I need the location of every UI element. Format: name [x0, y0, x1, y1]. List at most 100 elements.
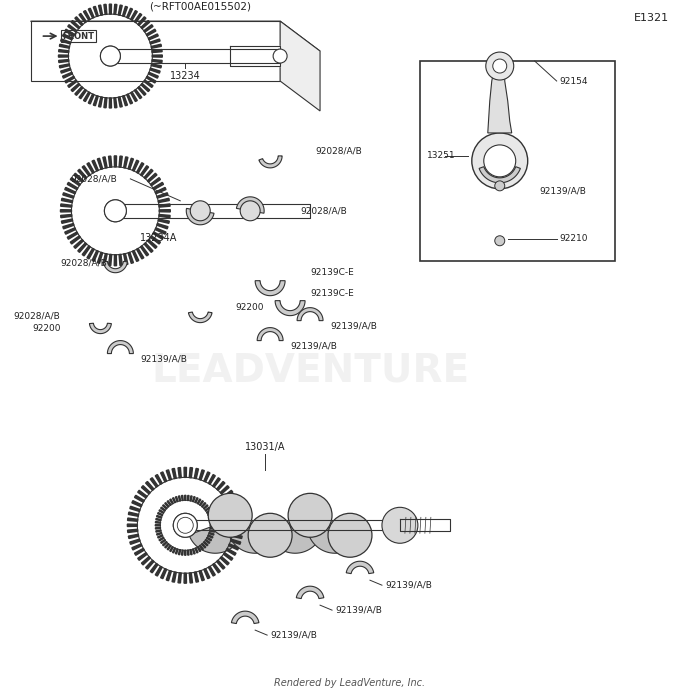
Polygon shape [188, 550, 189, 555]
Polygon shape [144, 169, 153, 178]
Polygon shape [230, 506, 241, 512]
Text: LEADVENTURE: LEADVENTURE [151, 351, 469, 389]
Polygon shape [199, 570, 204, 581]
Polygon shape [150, 236, 160, 244]
Polygon shape [160, 568, 167, 579]
Text: 92200: 92200 [32, 324, 60, 333]
Polygon shape [158, 219, 169, 223]
Circle shape [495, 236, 505, 246]
Polygon shape [205, 540, 210, 543]
Polygon shape [144, 25, 153, 32]
Polygon shape [136, 248, 144, 259]
Polygon shape [230, 46, 280, 66]
Polygon shape [153, 232, 164, 239]
Polygon shape [141, 83, 150, 92]
Text: 13234A: 13234A [140, 233, 178, 243]
Polygon shape [209, 519, 215, 521]
Text: 13031/A: 13031/A [245, 442, 286, 452]
Polygon shape [157, 223, 168, 229]
Polygon shape [185, 550, 186, 555]
Polygon shape [155, 188, 166, 194]
Polygon shape [160, 472, 167, 482]
Polygon shape [132, 160, 139, 171]
Polygon shape [78, 169, 87, 178]
Polygon shape [61, 39, 71, 44]
Polygon shape [71, 83, 80, 92]
Text: 92028/A/B: 92028/A/B [60, 258, 107, 267]
Polygon shape [186, 520, 410, 531]
Polygon shape [202, 543, 206, 548]
Polygon shape [157, 515, 162, 518]
Polygon shape [162, 542, 167, 546]
Polygon shape [210, 522, 215, 523]
Polygon shape [92, 251, 99, 261]
Polygon shape [178, 573, 181, 583]
Polygon shape [104, 261, 127, 273]
Polygon shape [166, 570, 172, 581]
Polygon shape [134, 496, 144, 502]
Polygon shape [233, 524, 243, 526]
Polygon shape [148, 173, 157, 182]
Polygon shape [111, 49, 280, 63]
Text: 92028/A/B: 92028/A/B [300, 206, 346, 216]
Circle shape [382, 508, 418, 543]
Polygon shape [141, 556, 150, 565]
Circle shape [104, 199, 127, 222]
Polygon shape [141, 20, 150, 29]
Polygon shape [109, 98, 111, 108]
Polygon shape [132, 544, 142, 550]
Text: 92028/A/B: 92028/A/B [71, 174, 117, 183]
Text: 13234: 13234 [170, 71, 201, 81]
Polygon shape [103, 157, 107, 168]
Polygon shape [65, 76, 74, 83]
Polygon shape [61, 214, 72, 218]
Polygon shape [148, 239, 157, 248]
Polygon shape [60, 44, 69, 48]
Polygon shape [233, 518, 243, 522]
Polygon shape [90, 323, 111, 334]
Polygon shape [138, 87, 146, 95]
Polygon shape [172, 498, 176, 503]
Polygon shape [153, 183, 164, 190]
Text: 92139/A/B: 92139/A/B [290, 341, 337, 350]
Polygon shape [134, 13, 142, 22]
Polygon shape [155, 566, 162, 576]
Text: Rendered by LeadVenture, Inc.: Rendered by LeadVenture, Inc. [274, 678, 426, 688]
Polygon shape [132, 251, 139, 261]
Polygon shape [229, 525, 281, 553]
Polygon shape [232, 512, 242, 517]
Polygon shape [193, 549, 195, 554]
Polygon shape [189, 573, 192, 583]
Polygon shape [164, 503, 169, 507]
Polygon shape [59, 50, 69, 52]
Polygon shape [88, 8, 94, 18]
Polygon shape [159, 510, 164, 513]
Polygon shape [223, 490, 233, 498]
Polygon shape [197, 547, 201, 552]
Polygon shape [62, 34, 73, 40]
Polygon shape [210, 525, 215, 526]
Polygon shape [156, 530, 161, 532]
Polygon shape [309, 525, 361, 553]
Polygon shape [159, 538, 164, 541]
Polygon shape [199, 545, 204, 550]
Polygon shape [74, 173, 83, 182]
Polygon shape [151, 44, 162, 48]
Polygon shape [195, 468, 199, 479]
Polygon shape [87, 248, 94, 259]
Circle shape [472, 133, 528, 189]
Polygon shape [68, 25, 77, 32]
Polygon shape [176, 496, 178, 502]
Polygon shape [181, 550, 183, 555]
Polygon shape [178, 468, 181, 477]
Polygon shape [159, 214, 170, 218]
Text: 92210: 92210 [560, 234, 588, 244]
Polygon shape [152, 50, 162, 52]
Polygon shape [204, 568, 210, 579]
Polygon shape [146, 560, 154, 569]
Circle shape [486, 52, 514, 80]
Polygon shape [62, 219, 73, 223]
Polygon shape [226, 548, 236, 555]
Polygon shape [141, 166, 148, 176]
Text: 92139/A/B: 92139/A/B [540, 186, 587, 195]
